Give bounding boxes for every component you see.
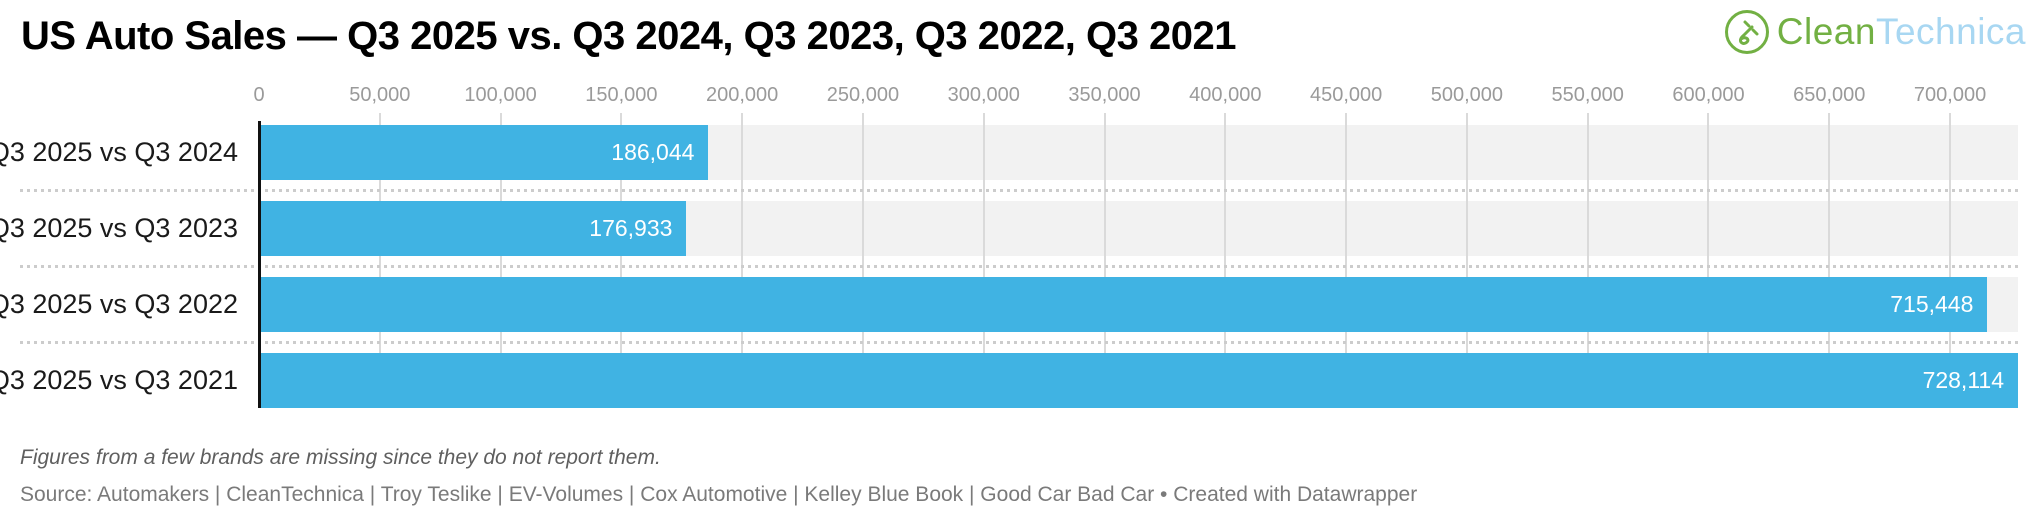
bar: 176,933	[259, 201, 687, 256]
x-tick-label: 450,000	[1309, 84, 1383, 106]
logo-text: CleanTechnica	[1777, 11, 2026, 53]
source-line: Source: Automakers | CleanTechnica | Tro…	[20, 483, 1418, 506]
cleantechnica-plug-icon	[1724, 10, 1769, 54]
bar-value-label: 176,933	[589, 215, 673, 241]
row-separator	[20, 265, 2018, 268]
x-tick-label: 250,000	[826, 84, 900, 106]
gridline	[861, 113, 864, 408]
gridline	[1345, 113, 1348, 408]
category-label: Q3 2025 vs Q3 2021	[0, 365, 238, 395]
gridline	[1949, 113, 1952, 408]
row-separator	[20, 341, 2018, 344]
bar: 728,114	[259, 353, 2018, 408]
logo-text-technica: Technica	[1875, 11, 2026, 52]
x-tick-label: 650,000	[1793, 84, 1866, 106]
gridline	[1586, 113, 1589, 408]
x-tick-label: 200,000	[706, 84, 779, 106]
gridline	[620, 113, 623, 408]
x-tick-label: 550,000	[1551, 84, 1624, 106]
bar: 715,448	[259, 277, 1988, 332]
cleantechnica-logo: CleanTechnica	[1723, 8, 2026, 56]
x-tick-label: 100,000	[464, 84, 537, 106]
x-tick-label: 50,000	[349, 84, 411, 106]
logo-text-clean: Clean	[1776, 11, 1876, 52]
x-tick-label: 150,000	[585, 84, 658, 106]
x-tick-label: 600,000	[1672, 84, 1745, 106]
bar-value-label: 715,448	[1890, 291, 1974, 317]
category-label: Q3 2025 vs Q3 2022	[0, 289, 238, 319]
gridline	[982, 113, 985, 408]
gridline	[1707, 113, 1710, 408]
gridline	[378, 113, 381, 408]
bar-value-label: 728,114	[1922, 367, 2004, 393]
gridline	[499, 113, 502, 408]
bar-value-label: 186,044	[611, 139, 695, 165]
footnote: Figures from a few brands are missing si…	[20, 446, 661, 469]
bar: 186,044	[259, 125, 709, 180]
gridline	[1465, 113, 1468, 408]
x-tick-label: 350,000	[1068, 84, 1141, 106]
x-tick-label: 0	[253, 84, 265, 106]
y-axis-baseline	[258, 121, 261, 408]
row-separator	[20, 189, 2018, 192]
gridline	[1224, 113, 1227, 408]
x-tick-label: 400,000	[1189, 84, 1262, 106]
gridline	[741, 113, 744, 408]
gridline	[1103, 113, 1106, 408]
category-label: Q3 2025 vs Q3 2023	[0, 213, 238, 243]
x-tick-label: 700,000	[1913, 84, 1987, 106]
x-tick-label: 500,000	[1430, 84, 1504, 106]
chart-title: US Auto Sales — Q3 2025 vs. Q3 2024, Q3 …	[21, 14, 1236, 58]
gridline	[1828, 113, 1831, 408]
x-tick-label: 300,000	[947, 84, 1020, 106]
category-label: Q3 2025 vs Q3 2024	[0, 137, 238, 167]
